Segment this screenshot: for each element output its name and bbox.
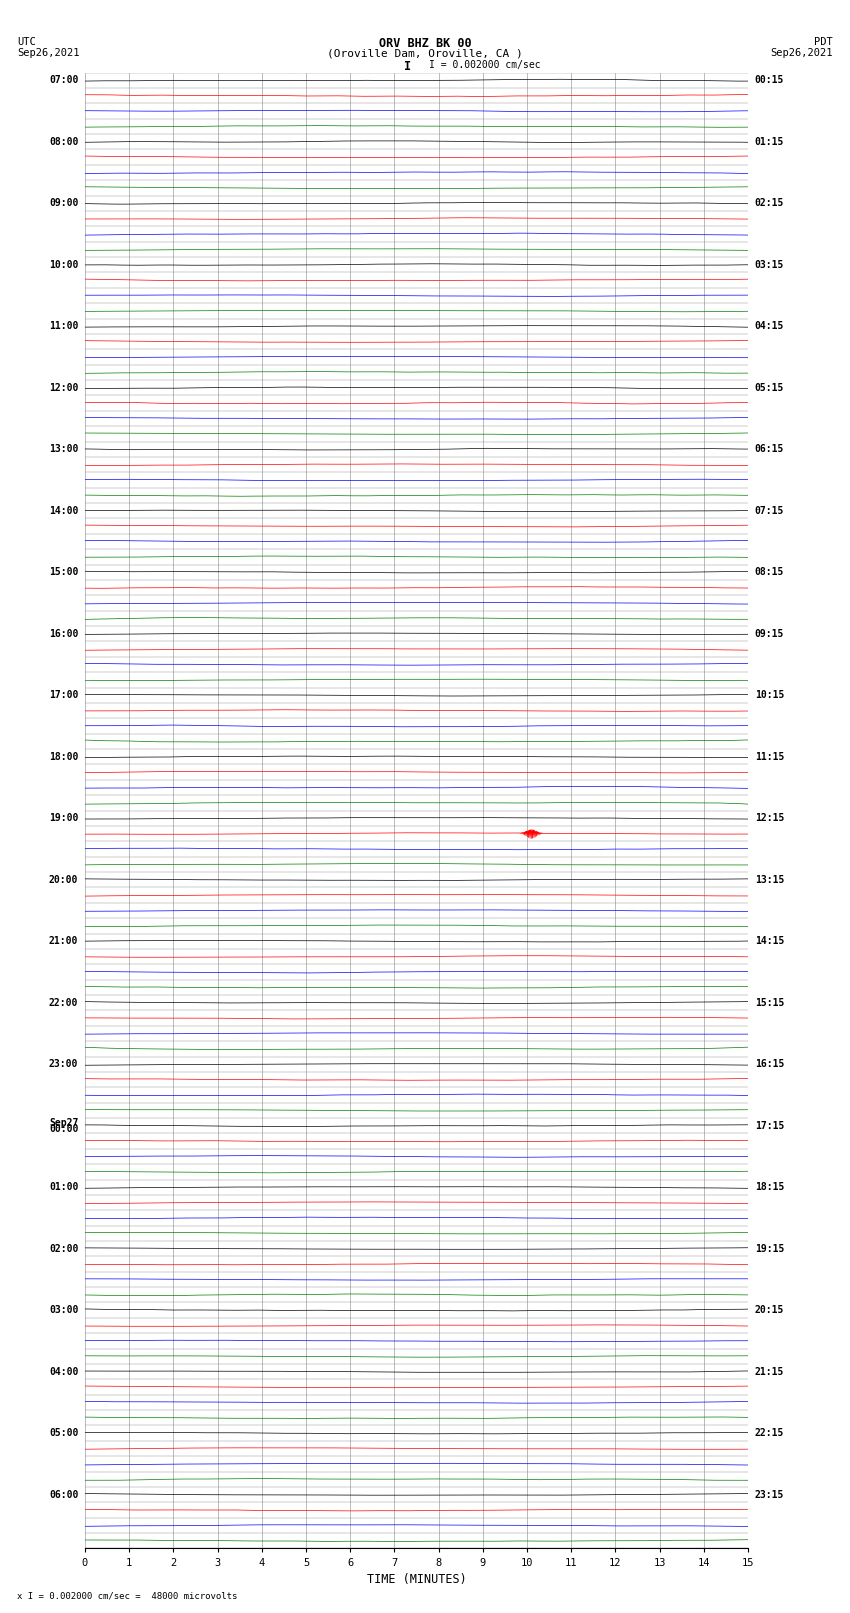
Text: 10:15: 10:15 — [755, 690, 784, 700]
Text: 15:15: 15:15 — [755, 998, 784, 1008]
Text: 09:00: 09:00 — [49, 198, 78, 208]
Text: 18:15: 18:15 — [755, 1182, 784, 1192]
Text: 06:00: 06:00 — [49, 1490, 78, 1500]
Text: 23:15: 23:15 — [755, 1490, 784, 1500]
Text: Sep26,2021: Sep26,2021 — [770, 48, 833, 58]
Text: 01:00: 01:00 — [49, 1182, 78, 1192]
Text: 18:00: 18:00 — [49, 752, 78, 761]
Text: 14:15: 14:15 — [755, 936, 784, 947]
Text: 03:00: 03:00 — [49, 1305, 78, 1315]
Text: x I = 0.002000 cm/sec =  48000 microvolts: x I = 0.002000 cm/sec = 48000 microvolts — [17, 1590, 237, 1600]
Text: 00:15: 00:15 — [755, 76, 784, 85]
Text: 08:15: 08:15 — [755, 568, 784, 577]
Text: 10:00: 10:00 — [49, 260, 78, 269]
Text: 08:00: 08:00 — [49, 137, 78, 147]
Text: 07:15: 07:15 — [755, 506, 784, 516]
Text: 19:00: 19:00 — [49, 813, 78, 823]
Text: 22:00: 22:00 — [49, 998, 78, 1008]
Text: 05:00: 05:00 — [49, 1428, 78, 1439]
Text: 02:00: 02:00 — [49, 1244, 78, 1253]
Text: 11:15: 11:15 — [755, 752, 784, 761]
Text: 04:15: 04:15 — [755, 321, 784, 331]
Text: PDT: PDT — [814, 37, 833, 47]
Text: 16:00: 16:00 — [49, 629, 78, 639]
Text: 13:15: 13:15 — [755, 874, 784, 884]
Text: 11:00: 11:00 — [49, 321, 78, 331]
Text: 06:15: 06:15 — [755, 444, 784, 455]
Text: 01:15: 01:15 — [755, 137, 784, 147]
X-axis label: TIME (MINUTES): TIME (MINUTES) — [366, 1573, 467, 1586]
Text: 00:00: 00:00 — [49, 1124, 78, 1134]
Text: 17:00: 17:00 — [49, 690, 78, 700]
Text: 12:15: 12:15 — [755, 813, 784, 823]
Text: 13:00: 13:00 — [49, 444, 78, 455]
Text: 14:00: 14:00 — [49, 506, 78, 516]
Text: 20:00: 20:00 — [49, 874, 78, 884]
Text: 19:15: 19:15 — [755, 1244, 784, 1253]
Text: 12:00: 12:00 — [49, 382, 78, 392]
Text: 15:00: 15:00 — [49, 568, 78, 577]
Text: 04:00: 04:00 — [49, 1366, 78, 1376]
Text: 23:00: 23:00 — [49, 1060, 78, 1069]
Text: 09:15: 09:15 — [755, 629, 784, 639]
Text: 03:15: 03:15 — [755, 260, 784, 269]
Text: 21:15: 21:15 — [755, 1366, 784, 1376]
Text: 22:15: 22:15 — [755, 1428, 784, 1439]
Text: I = 0.002000 cm/sec: I = 0.002000 cm/sec — [429, 60, 541, 69]
Text: ORV BHZ BK 00: ORV BHZ BK 00 — [379, 37, 471, 50]
Text: 07:00: 07:00 — [49, 76, 78, 85]
Text: 02:15: 02:15 — [755, 198, 784, 208]
Text: 16:15: 16:15 — [755, 1060, 784, 1069]
Text: I: I — [405, 60, 411, 73]
Text: 21:00: 21:00 — [49, 936, 78, 947]
Text: 17:15: 17:15 — [755, 1121, 784, 1131]
Text: Sep26,2021: Sep26,2021 — [17, 48, 80, 58]
Text: 20:15: 20:15 — [755, 1305, 784, 1315]
Text: 05:15: 05:15 — [755, 382, 784, 392]
Text: Sep27: Sep27 — [49, 1118, 78, 1127]
Text: UTC: UTC — [17, 37, 36, 47]
Text: (Oroville Dam, Oroville, CA ): (Oroville Dam, Oroville, CA ) — [327, 48, 523, 58]
